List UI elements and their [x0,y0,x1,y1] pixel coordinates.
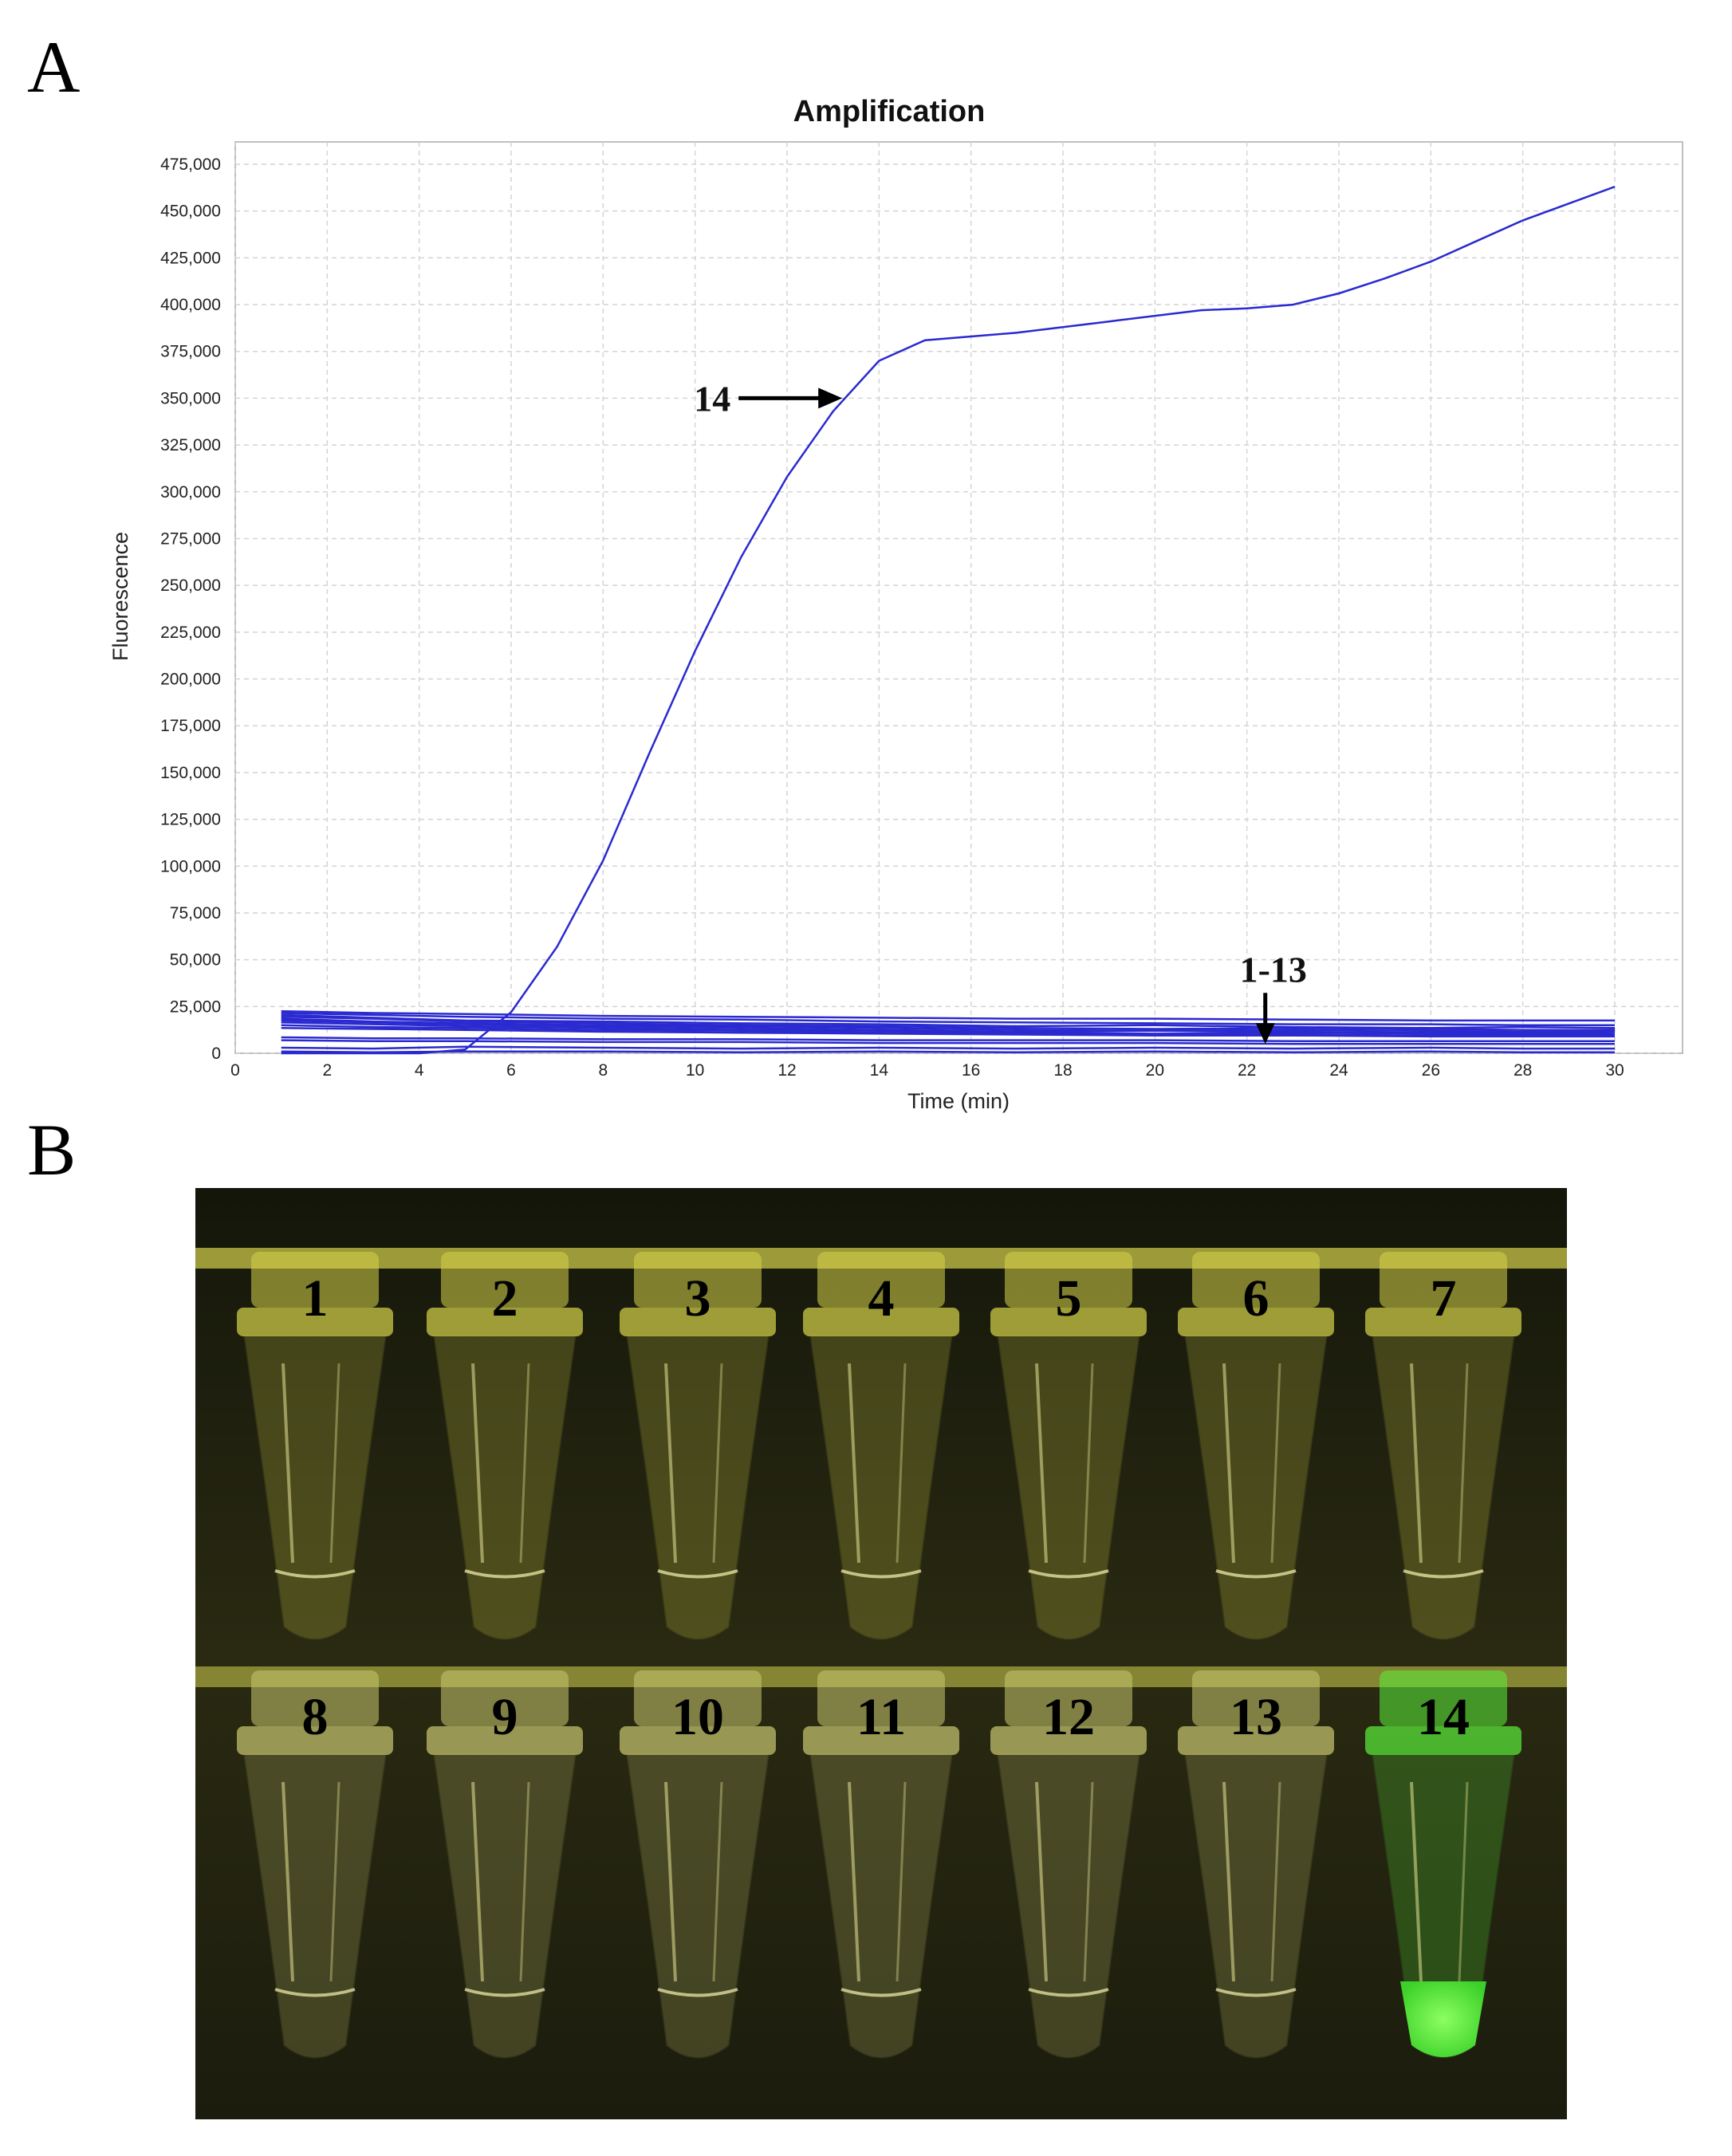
tube-number-label: 8 [302,1688,329,1746]
tube-number-label: 11 [856,1688,906,1746]
tube-number-label: 2 [492,1269,518,1328]
tube-number-label: 4 [868,1269,895,1328]
plot-area [234,141,1683,1054]
tube-number-label: 14 [1417,1688,1470,1746]
y-tick-label: 50,000 [170,951,221,970]
x-tick-label: 12 [777,1061,796,1080]
tube-12: 12 [990,1670,1147,2059]
x-tick-label: 14 [870,1061,889,1080]
tube-13: 13 [1178,1670,1334,2059]
tube-number-label: 12 [1042,1688,1095,1746]
tube-photo-drawing: 1 2 3 4 5 6 78 9 10 11 12 13 14 [195,1188,1567,2119]
annotation-14-arrowhead [818,388,843,409]
x-tick-label: 2 [322,1061,332,1080]
x-tick-label: 6 [506,1061,516,1080]
x-axis-label: Time (min) [907,1089,1010,1113]
annotations: 14 1-13 [694,378,1307,1045]
tube-1: 1 [237,1252,393,1640]
x-tick-label: 8 [598,1061,608,1080]
y-tick-label: 300,000 [160,483,221,502]
y-tick-label: 75,000 [170,904,221,923]
series-line-negative [281,1036,1615,1042]
tube-6: 6 [1178,1252,1334,1640]
panel-label-b: B [27,1109,77,1190]
x-tick-label: 16 [962,1061,980,1080]
tube-4: 4 [803,1252,959,1640]
tube-number-label: 7 [1431,1269,1457,1328]
series-line-negative [281,1045,1615,1050]
grid [234,142,1683,1054]
y-tick-label: 175,000 [160,717,221,735]
y-tick-label: 100,000 [160,857,221,875]
tube-number-label: 6 [1243,1269,1269,1328]
annotation-1-13-label: 1-13 [1240,949,1307,989]
panel-label-a: A [27,26,81,108]
y-axis-label: Fluorescence [108,532,132,661]
y-tick-label: 475,000 [160,155,221,174]
y-tick-label: 0 [211,1045,221,1063]
tube-photo: 1 2 3 4 5 6 7 8 9 10 11 12 13 14 [195,1188,1567,2119]
series-line-negative [281,1027,1615,1038]
tube-5: 5 [990,1252,1147,1640]
tube-number-label: 10 [671,1688,724,1746]
y-tick-label: 125,000 [160,811,221,829]
x-tick-label: 30 [1605,1061,1624,1080]
tick-labels: 0 2 4 6 8 10 12 14 16 18 20 22 24 26 28 30025,00050,000… [160,155,1624,1080]
y-tick-label: 275,000 [160,529,221,548]
y-tick-label: 400,000 [160,296,221,314]
series-line-negative [281,1009,1615,1022]
tube-2: 2 [427,1252,583,1640]
y-tick-label: 450,000 [160,203,221,221]
series-line-14 [281,186,1616,1055]
series-lines [281,186,1616,1055]
annotation-14-label: 14 [694,378,730,419]
y-tick-label: 25,000 [170,997,221,1016]
tube-8: 8 [237,1670,393,2059]
tube-3: 3 [620,1252,776,1640]
y-tick-label: 250,000 [160,576,221,595]
tube-number-label: 3 [685,1269,711,1328]
amplification-chart: Amplification 0 2 4 6 8 10 12 14 16 18 20 22 24 26 28 3… [108,95,1683,1113]
y-tick-label: 225,000 [160,624,221,642]
tube-number-label: 5 [1056,1269,1082,1328]
y-tick-label: 350,000 [160,389,221,407]
tube-number-label: 9 [492,1688,518,1746]
tube-7: 7 [1365,1252,1521,1640]
tube-9: 9 [427,1670,583,2059]
annotation-1-13-arrowhead [1255,1023,1275,1045]
chart-title: Amplification [793,95,986,128]
tube-number-label: 13 [1230,1688,1282,1746]
series-line-negative [281,1021,1615,1036]
series-line-negative [281,1012,1615,1027]
x-tick-label: 0 [230,1061,240,1080]
y-tick-label: 375,000 [160,343,221,361]
y-tick-label: 200,000 [160,671,221,689]
x-tick-label: 24 [1329,1061,1348,1080]
tube-14: 14 [1365,1670,1521,2059]
x-tick-label: 4 [415,1061,424,1080]
x-tick-label: 28 [1514,1061,1532,1080]
y-tick-label: 425,000 [160,249,221,267]
x-tick-label: 18 [1053,1061,1072,1080]
tube-number-label: 1 [302,1269,329,1328]
series-line-negative [281,1015,1615,1031]
x-tick-label: 22 [1238,1061,1256,1080]
tube-11: 11 [803,1670,959,2059]
x-tick-label: 10 [686,1061,704,1080]
tube-10: 10 [620,1670,776,2059]
y-tick-label: 325,000 [160,436,221,454]
x-tick-label: 26 [1422,1061,1440,1080]
series-line-negative [281,1039,1615,1045]
x-tick-label: 20 [1146,1061,1164,1080]
y-tick-label: 150,000 [160,764,221,782]
